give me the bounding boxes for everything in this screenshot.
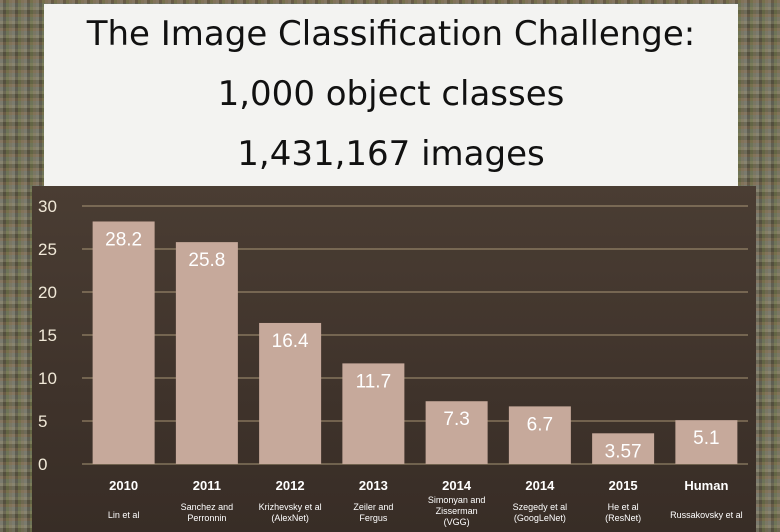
bar-chart: 0 5 10 15 20 25 30 28.2 2010 Lin et al 25.8 2011 San…: [32, 186, 756, 532]
data-label: 16.4: [272, 331, 309, 352]
x-tick-label: 2015: [609, 478, 638, 493]
data-label: 3.57: [605, 441, 642, 462]
x-tick-sublabel: Russakovsky et al: [670, 510, 743, 520]
bar-5: [508, 406, 571, 464]
bar-7: [675, 420, 738, 464]
x-tick-sublabel: Zeiler and: [353, 502, 393, 512]
x-tick-sublabel: He et al: [608, 502, 639, 512]
y-tick-label: 25: [38, 240, 57, 259]
bar-1: [175, 242, 238, 464]
bar-chart-svg: 0 5 10 15 20 25 30 28.2 2010 Lin et al 25.8 2011 San…: [38, 197, 748, 527]
x-tick-sublabel: Simonyan and: [428, 495, 486, 505]
x-tick-label: 2012: [276, 478, 305, 493]
bar-6: [592, 433, 655, 464]
bar-3: [342, 363, 405, 464]
x-tick-label: 2014: [442, 478, 472, 493]
title-panel: The Image Classification Challenge: 1,00…: [44, 4, 738, 186]
x-tick-label: 2013: [359, 478, 388, 493]
x-tick-sublabel: (ResNet): [605, 513, 641, 523]
bar-2: [259, 322, 322, 464]
x-tick-label: 2014: [525, 478, 555, 493]
y-tick-label: 15: [38, 326, 57, 345]
y-tick-label: 5: [38, 412, 47, 431]
bar-0: [92, 221, 155, 464]
x-tick-sublabel: Lin et al: [108, 510, 140, 520]
x-tick-label: 2011: [193, 478, 221, 493]
x-tick-sublabel: Sanchez and: [181, 502, 234, 512]
x-tick-sublabel: (AlexNet): [271, 513, 309, 523]
x-tick-sublabel: Perronnin: [187, 513, 226, 523]
y-tick-label: 30: [38, 197, 57, 216]
y-tick-label: 0: [38, 455, 47, 474]
y-tick-label: 10: [38, 369, 57, 388]
data-label: 28.2: [105, 229, 142, 250]
data-label: 5.1: [693, 428, 719, 449]
slide-title: The Image Classification Challenge:: [86, 14, 696, 54]
bar-4: [425, 401, 488, 464]
x-tick-sublabel: (VGG): [444, 517, 470, 527]
x-tick-label: Human: [684, 478, 728, 493]
x-tick-sublabel: Fergus: [359, 513, 388, 523]
data-label: 11.7: [356, 371, 392, 392]
data-label: 6.7: [527, 414, 553, 435]
x-tick-label: 2010: [109, 478, 138, 493]
x-tick-sublabel: Krizhevsky et al: [259, 502, 322, 512]
y-tick-label: 20: [38, 283, 57, 302]
data-label: 25.8: [188, 250, 225, 271]
x-tick-sublabel: (GoogLeNet): [514, 513, 566, 523]
x-tick-sublabel: Szegedy et al: [513, 502, 568, 512]
x-tick-sublabel: Zisserman: [436, 506, 478, 516]
slide-subtitle-images: 1,431,167 images: [237, 134, 545, 174]
slide-subtitle-classes: 1,000 object classes: [217, 74, 565, 114]
data-label: 7.3: [443, 409, 469, 430]
